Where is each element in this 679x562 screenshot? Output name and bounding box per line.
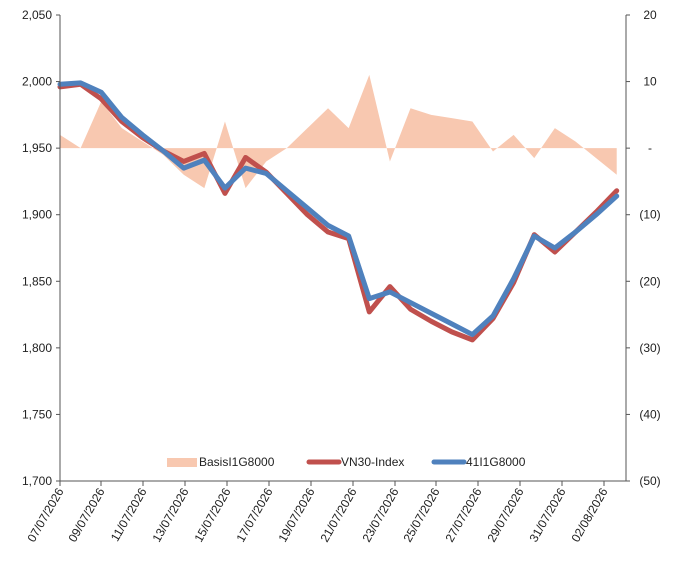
x-axis-tick-label: 07/07/2026 bbox=[24, 485, 66, 544]
right-axis-tick-label: (10) bbox=[639, 208, 660, 222]
x-axis-tick-label: 11/07/2026 bbox=[108, 485, 150, 544]
series-line-41i1g8000 bbox=[57, 80, 620, 338]
right-axis-tick-label: 20 bbox=[643, 8, 657, 22]
x-axis-tick-label: 23/07/2026 bbox=[359, 485, 401, 544]
legend-label: BasisI1G8000 bbox=[199, 455, 275, 469]
x-axis-tick-label: 13/07/2026 bbox=[149, 485, 191, 544]
axes bbox=[59, 15, 627, 482]
right-axis-tick-label: (40) bbox=[639, 407, 660, 421]
x-axis-tick-label: 17/07/2026 bbox=[233, 485, 275, 544]
right-axis-tick-label: - bbox=[648, 141, 652, 155]
x-axis-tick-label: 21/07/2026 bbox=[317, 485, 359, 544]
x-axis-tick-label: 09/07/2026 bbox=[65, 485, 107, 544]
line-series-group bbox=[57, 80, 620, 343]
basis-area bbox=[60, 74, 617, 189]
left-axis-tick-label: 1,850 bbox=[22, 274, 52, 288]
legend-label: VN30-Index bbox=[341, 455, 404, 469]
x-axis-tick-label: 19/07/2026 bbox=[275, 485, 317, 544]
right-axis-tick-label: (20) bbox=[639, 274, 660, 288]
right-axis-tick-labels: (50) (40) (30) (20) (10) - 10 20 bbox=[626, 8, 661, 488]
x-axis-tick-label: 31/07/2026 bbox=[526, 485, 568, 544]
basis-area-series bbox=[60, 74, 617, 189]
left-axis-tick-label: 2,050 bbox=[22, 8, 52, 22]
left-axis-tick-labels: 1,700 1,750 1,800 1,850 1,900 1,950 2,000 2,050 bbox=[22, 8, 60, 488]
left-axis-tick-label: 1,900 bbox=[22, 208, 52, 222]
legend-label: 41I1G8000 bbox=[466, 455, 526, 469]
legend-swatch bbox=[167, 458, 197, 467]
x-axis-tick-label: 29/07/2026 bbox=[484, 485, 526, 544]
legend: BasisI1G8000 VN30-Index 41I1G8000 bbox=[167, 455, 526, 469]
x-axis-tick-label: 15/07/2026 bbox=[191, 485, 233, 544]
right-axis-tick-label: 10 bbox=[643, 75, 657, 89]
x-axis-tick-label: 27/07/2026 bbox=[442, 485, 484, 544]
left-axis-tick-label: 1,700 bbox=[22, 474, 52, 488]
right-axis-tick-label: (50) bbox=[639, 474, 660, 488]
left-axis-tick-label: 1,750 bbox=[22, 407, 52, 421]
left-axis-tick-label: 1,950 bbox=[22, 141, 52, 155]
right-axis-tick-label: (30) bbox=[639, 341, 660, 355]
left-axis-tick-label: 1,800 bbox=[22, 341, 52, 355]
left-axis-tick-label: 2,000 bbox=[22, 75, 52, 89]
x-axis-tick-label: 02/08/2026 bbox=[568, 485, 610, 544]
x-axis-tick-label: 25/07/2026 bbox=[400, 485, 442, 544]
